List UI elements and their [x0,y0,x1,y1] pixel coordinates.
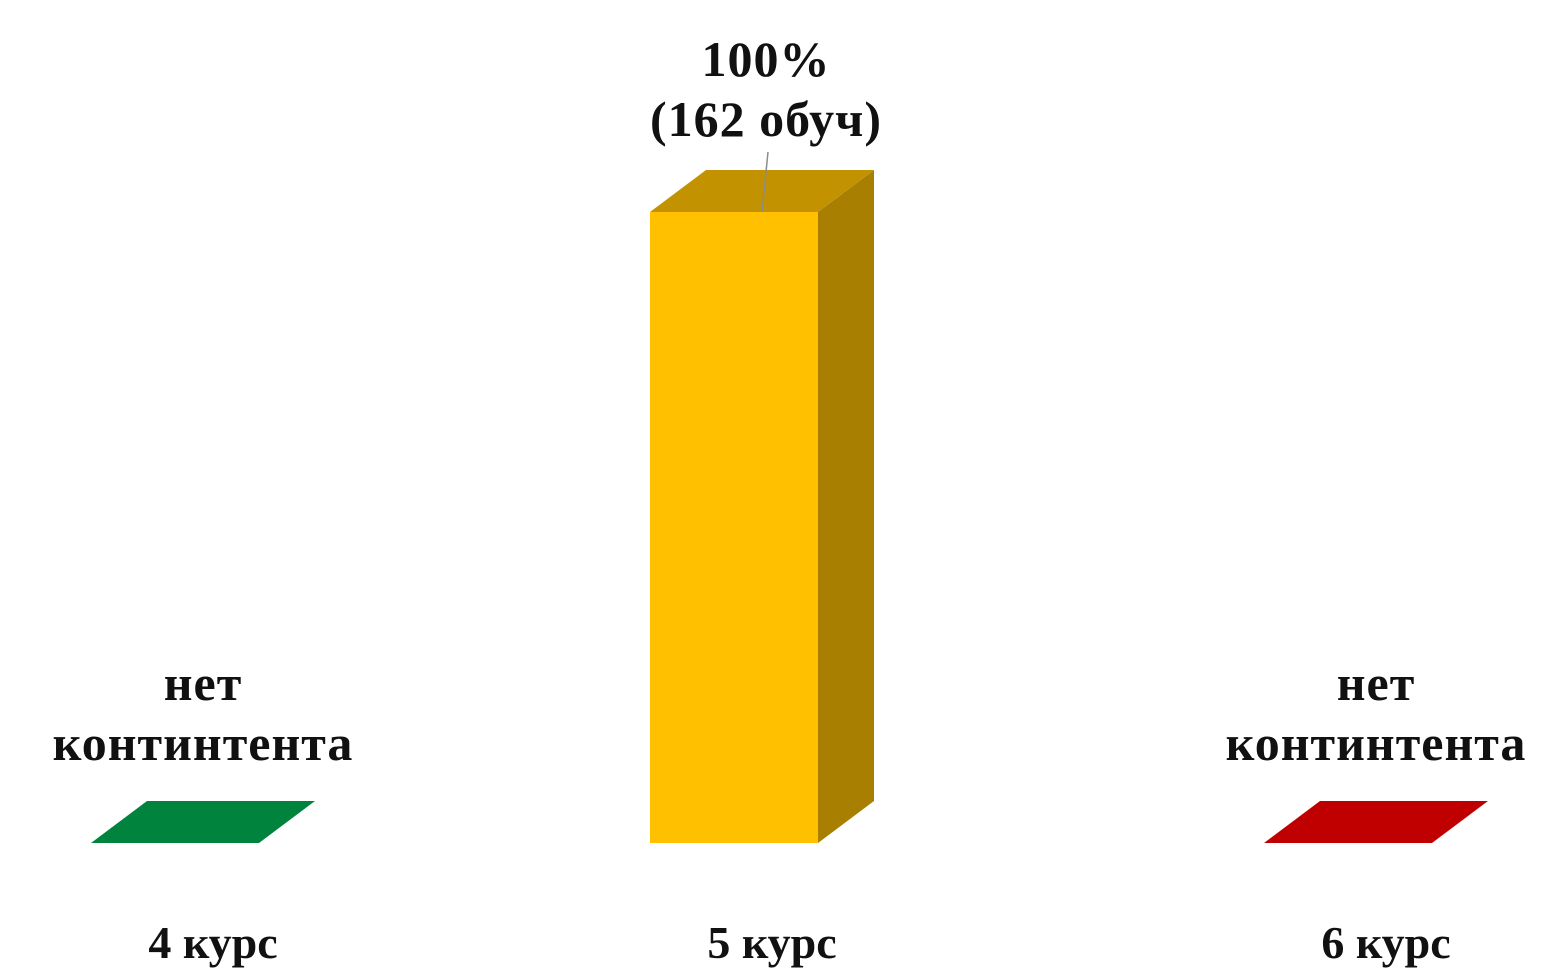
x-tick-label: 4 курс [148,917,277,968]
x-tick-label: 5 курс [707,917,836,968]
bar-front-face [650,212,818,843]
bar-1 [91,801,315,843]
bar-2 [650,170,874,843]
leader-lines-layer [761,151,769,213]
x-tick-label: 6 курс [1321,917,1450,968]
data-label-line: нет [1337,655,1416,711]
data-label-2: 100%(162 обуч) [650,31,882,147]
bar-top-face [650,170,874,212]
bar-3 [1264,801,1488,843]
data-label-line: 100% [702,31,831,87]
data-label-line: континтента [1226,715,1527,771]
bar-flat-face [91,801,315,843]
bar-flat-face [1264,801,1488,843]
x-tick-labels-layer: 4 курс 5 курс 6 курс [148,917,1450,968]
data-label-line: континтента [53,715,354,771]
data-label-line: нет [164,655,243,711]
leader-line [761,151,769,213]
bar-side-face [818,170,874,843]
bars-layer [91,170,1488,843]
data-label-line: (162 обуч) [650,91,882,147]
